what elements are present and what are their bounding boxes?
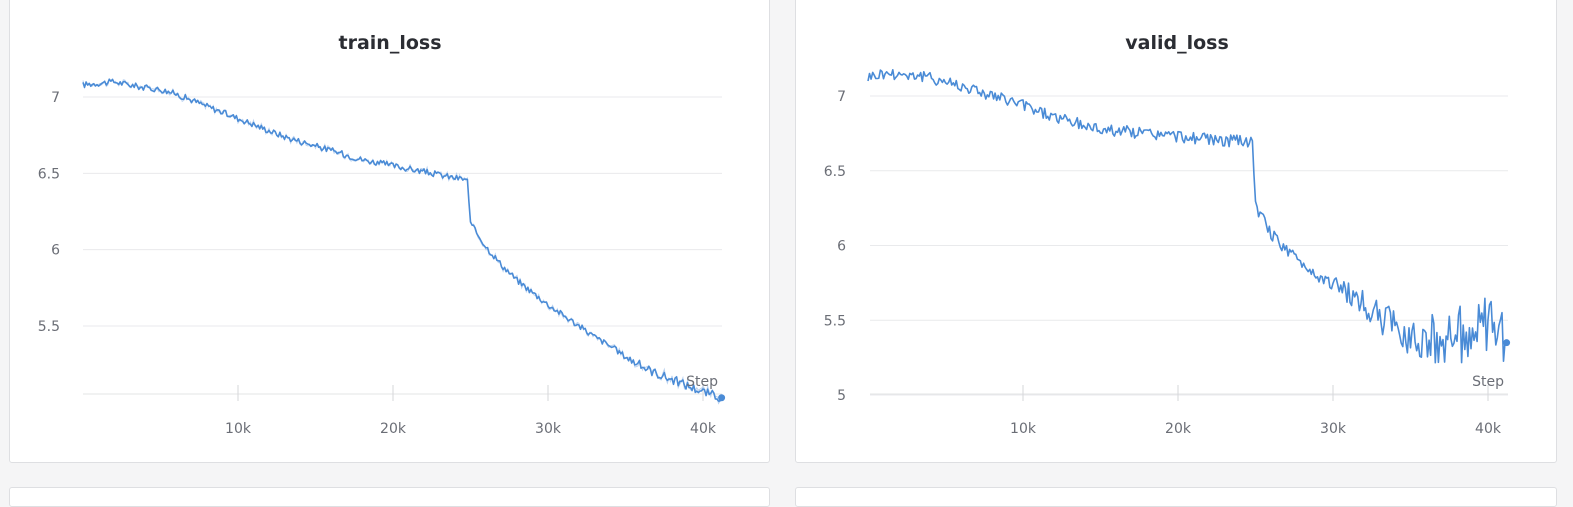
series-range-band [82, 79, 721, 405]
next-panel-left [9, 487, 770, 507]
y-tick-label: 7 [51, 90, 60, 106]
y-tick-label: 5.5 [824, 313, 846, 329]
train-loss-chart[interactable]: train_loss 5.5 6 6.5 7 10k 20k 30k 40k Step [10, 0, 771, 464]
chart-title: valid_loss [1125, 32, 1229, 54]
series-line[interactable] [82, 78, 723, 402]
y-tick-label: 6 [837, 239, 846, 255]
series-last-point[interactable] [1503, 339, 1511, 347]
valid-loss-chart[interactable]: valid_loss 5 5.5 6 6.5 7 10k 20k 30k 40k Step [796, 0, 1558, 464]
y-tick-label: 5.5 [38, 319, 60, 335]
y-tick-label: 7 [837, 89, 846, 105]
x-axis-label: Step [686, 374, 718, 390]
x-tick-label: 30k [535, 421, 562, 437]
train-loss-panel: train_loss 5.5 6 6.5 7 10k 20k 30k 40k Step [9, 0, 770, 463]
next-panel-right [795, 487, 1557, 507]
x-tick-label: 10k [225, 421, 252, 437]
x-tick-label: 20k [1165, 421, 1192, 437]
series-line[interactable] [867, 69, 1507, 364]
x-axis-label: Step [1472, 374, 1504, 390]
x-tick-label: 40k [690, 421, 717, 437]
x-tick-label: 30k [1320, 421, 1347, 437]
x-tick-label: 40k [1475, 421, 1502, 437]
y-tick-label: 6 [51, 243, 60, 259]
series-last-point[interactable] [718, 394, 726, 402]
y-tick-label: 5 [837, 388, 846, 404]
valid-loss-panel: valid_loss 5 5.5 6 6.5 7 10k 20k 30k 40k Step [795, 0, 1557, 463]
chart-title: train_loss [339, 32, 442, 54]
y-tick-label: 6.5 [824, 164, 846, 180]
x-tick-label: 20k [380, 421, 407, 437]
y-tick-label: 6.5 [38, 166, 60, 182]
x-tick-label: 10k [1010, 421, 1037, 437]
